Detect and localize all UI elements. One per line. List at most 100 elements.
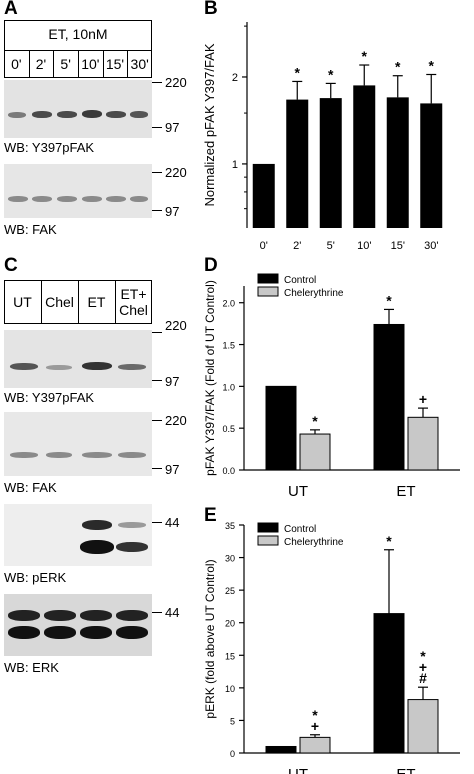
bar (373, 323, 405, 471)
wb-label-c3: WB: pERK (4, 570, 67, 585)
y-axis-title: pERK (fold above UT Control) (203, 559, 217, 718)
legend-swatch (257, 535, 279, 546)
y-tick-label: 2.0 (222, 299, 235, 309)
panel-letter-a: A (4, 0, 18, 19)
wb-label-c2: WB: FAK (4, 480, 57, 495)
y-tick-label: 30 (225, 554, 235, 564)
significance-marker: * (386, 533, 392, 549)
legend-swatch (257, 286, 279, 297)
panel-letter-d: D (204, 255, 218, 276)
x-tick-label: 10' (357, 240, 371, 252)
mw-c2-bottom: 97 (165, 462, 180, 477)
bar (353, 85, 376, 228)
y-tick-label: 2 (232, 72, 238, 84)
mw-a1-top: 220 (165, 75, 187, 90)
chart-b: 1 2 Normalized pFAK Y397/FAK 0' * 2' * 5' * 10' * 1… (202, 22, 443, 252)
mw-c1-bottom: 97 (165, 374, 180, 389)
significance-marker: * (312, 413, 318, 429)
bar (386, 97, 409, 228)
bar (299, 736, 331, 754)
bar (373, 613, 405, 754)
significance-marker: * (429, 57, 435, 73)
x-tick-label: 0' (260, 240, 268, 252)
mw-a2-bottom: 97 (165, 204, 180, 219)
lane-label: 2' (35, 55, 47, 72)
bar (407, 416, 439, 471)
x-tick-label: 2' (293, 240, 301, 252)
significance-marker: + (419, 391, 427, 407)
lane-label: 30' (130, 55, 149, 72)
legend-swatch (257, 522, 279, 533)
blot-c-erk (4, 594, 152, 656)
y-tick-label: 35 (225, 521, 235, 531)
blot-a-fak (4, 164, 152, 218)
y-tick-label: 10 (225, 684, 235, 694)
x-tick-label: 30' (424, 240, 438, 252)
bar (252, 163, 275, 228)
blot-c-pfak (4, 330, 152, 388)
lane-label: 10' (81, 55, 100, 72)
legend-label: Control (284, 275, 316, 286)
bar (265, 385, 297, 471)
lane-label: Chel (45, 294, 74, 310)
y-tick-label: 25 (225, 586, 235, 596)
x-tick-label: ET (396, 766, 415, 774)
y-tick-label: 1.0 (222, 382, 235, 392)
x-tick-label: UT (288, 483, 308, 500)
blot-a-pfak (4, 80, 152, 138)
mw-a2-top: 220 (165, 165, 187, 180)
y-tick-label: 1 (232, 159, 238, 171)
lane-label: ET+ Chel (119, 286, 148, 318)
wb-label-c4: WB: ERK (4, 660, 59, 675)
bar (319, 98, 342, 229)
wb-label-a1: WB: Y397pFAK (4, 140, 95, 155)
lane-label: 15' (105, 55, 125, 72)
wb-label-c1: WB: Y397pFAK (4, 390, 95, 405)
wb-label-a2: WB: FAK (4, 222, 57, 237)
x-tick-label: 15' (391, 240, 405, 252)
significance-marker: # (419, 670, 427, 686)
y-tick-label: 15 (225, 651, 235, 661)
significance-marker: * (328, 66, 334, 82)
y-tick-label: 0 (230, 749, 235, 759)
y-tick-label: 0.5 (222, 424, 235, 434)
significance-marker: * (386, 292, 392, 308)
mw-c2-top: 220 (165, 413, 187, 428)
lane-label: 5' (60, 55, 71, 72)
y-axis-title: Normalized pFAK Y397/FAK (202, 43, 217, 206)
mw-c4-top: 44 (165, 605, 180, 620)
y-axis-title: pFAK Y397/FAK (Fold of UT Control) (203, 280, 217, 476)
bar (265, 745, 297, 754)
significance-marker: * (362, 48, 368, 64)
bar (420, 103, 443, 228)
y-tick-label: 0.0 (222, 466, 235, 476)
legend-swatch (257, 273, 279, 284)
bar (407, 699, 439, 754)
mw-c1-top: 220 (165, 318, 187, 333)
legend-label: Chelerythrine (284, 288, 344, 299)
chart-e: 0 5 10 15 20 25 30 35 pERK (fold above UT Contro… (203, 521, 460, 774)
significance-marker: * (420, 648, 426, 664)
lane-label: 0' (11, 55, 22, 72)
chart-d: 0.0 0.5 1.0 1.5 2.0 pFAK Y397/FAK (Fold of UT… (203, 273, 460, 500)
significance-marker: * (312, 707, 318, 723)
x-tick-label: 5' (327, 240, 335, 252)
blot-c-fak (4, 412, 152, 476)
legend-label: Control (284, 524, 316, 535)
y-tick-label: 1.5 (222, 341, 235, 351)
blot-c-perk (4, 504, 152, 566)
x-tick-label: ET (396, 483, 415, 500)
bar (299, 433, 331, 471)
lane-label: UT (13, 294, 32, 310)
significance-marker: + (419, 659, 427, 675)
legend-label: Chelerythrine (284, 537, 344, 548)
lane-label: ET (87, 294, 106, 310)
y-tick-label: 20 (225, 619, 235, 629)
y-tick-label: 5 (230, 716, 235, 726)
treatment-label: ET, 10nM (48, 26, 108, 42)
panel-letter-c: C (4, 255, 18, 276)
panel-letter-e: E (204, 505, 217, 526)
mw-a1-bottom: 97 (165, 120, 180, 135)
bar (286, 99, 309, 229)
mw-c3-top: 44 (165, 515, 180, 530)
